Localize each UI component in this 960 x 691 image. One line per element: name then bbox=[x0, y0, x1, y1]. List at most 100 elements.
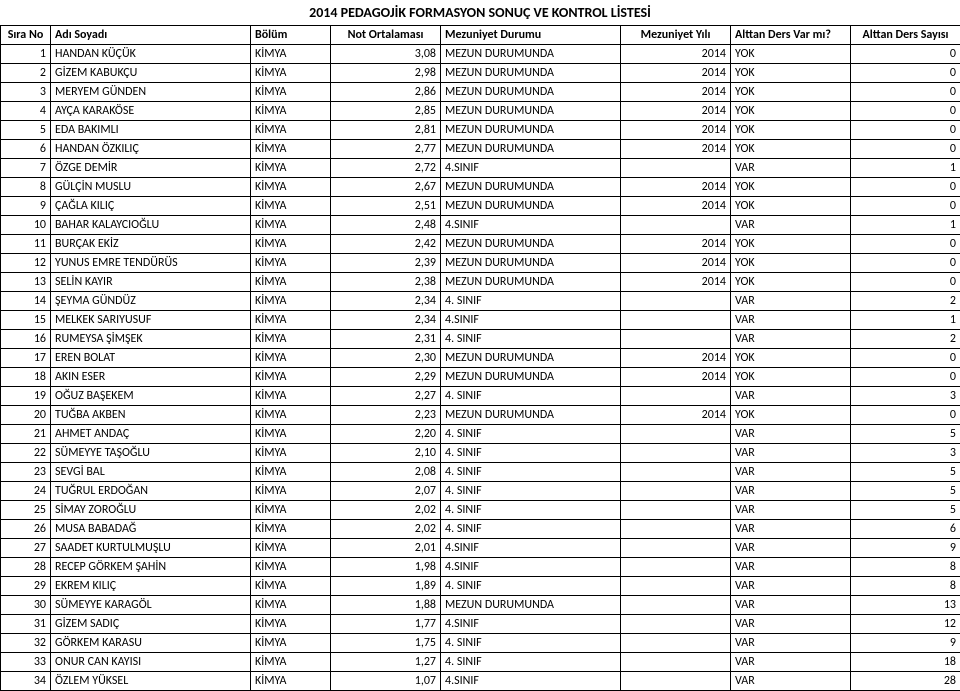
cell-bolum: KİMYA bbox=[251, 653, 331, 672]
table-row: 25SİMAY ZOROĞLUKİMYA2,024. SINIFVAR5 bbox=[1, 501, 960, 520]
cell-mez-durumu: MEZUN DURUMUNDA bbox=[441, 45, 621, 64]
col-alttan-sayi: Alttan Ders Sayısı bbox=[851, 26, 960, 45]
cell-bolum: KİMYA bbox=[251, 197, 331, 216]
cell-mez-durumu: MEZUN DURUMUNDA bbox=[441, 64, 621, 83]
cell-mez-durumu: 4. SINIF bbox=[441, 387, 621, 406]
cell-mez-durumu: MEZUN DURUMUNDA bbox=[441, 273, 621, 292]
cell-alttan-var: YOK bbox=[731, 45, 851, 64]
cell-alttan-sayi: 5 bbox=[851, 482, 960, 501]
cell-sira-no: 18 bbox=[1, 368, 51, 387]
cell-mez-yili: 2014 bbox=[621, 235, 731, 254]
cell-adi-soyadi: RUMEYSA ŞİMŞEK bbox=[51, 330, 251, 349]
cell-alttan-sayi: 13 bbox=[851, 596, 960, 615]
cell-mez-durumu: 4.SINIF bbox=[441, 558, 621, 577]
cell-alttan-var: VAR bbox=[731, 159, 851, 178]
cell-alttan-sayi: 9 bbox=[851, 634, 960, 653]
cell-alttan-sayi: 0 bbox=[851, 178, 960, 197]
cell-adi-soyadi: ŞEYMA GÜNDÜZ bbox=[51, 292, 251, 311]
cell-alttan-var: VAR bbox=[731, 463, 851, 482]
cell-adi-soyadi: GİZEM KABUKÇU bbox=[51, 64, 251, 83]
cell-bolum: KİMYA bbox=[251, 330, 331, 349]
cell-sira-no: 5 bbox=[1, 121, 51, 140]
cell-not-ort: 2,29 bbox=[331, 368, 441, 387]
cell-mez-yili bbox=[621, 672, 731, 691]
cell-alttan-sayi: 2 bbox=[851, 292, 960, 311]
cell-sira-no: 7 bbox=[1, 159, 51, 178]
cell-sira-no: 16 bbox=[1, 330, 51, 349]
cell-alttan-var: YOK bbox=[731, 64, 851, 83]
cell-alttan-sayi: 2 bbox=[851, 330, 960, 349]
page-title: 2014 PEDAGOJİK FORMASYON SONUÇ VE KONTRO… bbox=[0, 0, 960, 25]
cell-alttan-sayi: 0 bbox=[851, 45, 960, 64]
cell-bolum: KİMYA bbox=[251, 520, 331, 539]
cell-bolum: KİMYA bbox=[251, 501, 331, 520]
cell-alttan-var: YOK bbox=[731, 102, 851, 121]
cell-mez-yili: 2014 bbox=[621, 178, 731, 197]
table-row: 22SÜMEYYE TAŞOĞLUKİMYA2,104. SINIFVAR3 bbox=[1, 444, 960, 463]
cell-sira-no: 12 bbox=[1, 254, 51, 273]
cell-not-ort: 2,48 bbox=[331, 216, 441, 235]
cell-sira-no: 3 bbox=[1, 83, 51, 102]
cell-alttan-var: VAR bbox=[731, 520, 851, 539]
col-not-ort: Not Ortalaması bbox=[331, 26, 441, 45]
col-alttan-var: Alttan Ders Var mı? bbox=[731, 26, 851, 45]
cell-mez-yili: 2014 bbox=[621, 121, 731, 140]
cell-adi-soyadi: RECEP GÖRKEM ŞAHİN bbox=[51, 558, 251, 577]
cell-sira-no: 34 bbox=[1, 672, 51, 691]
cell-mez-durumu: MEZUN DURUMUNDA bbox=[441, 349, 621, 368]
cell-alttan-sayi: 5 bbox=[851, 463, 960, 482]
cell-sira-no: 20 bbox=[1, 406, 51, 425]
cell-mez-yili bbox=[621, 615, 731, 634]
cell-mez-yili bbox=[621, 539, 731, 558]
cell-mez-durumu: MEZUN DURUMUNDA bbox=[441, 368, 621, 387]
cell-alttan-var: VAR bbox=[731, 596, 851, 615]
cell-not-ort: 1,98 bbox=[331, 558, 441, 577]
cell-alttan-var: VAR bbox=[731, 672, 851, 691]
cell-sira-no: 27 bbox=[1, 539, 51, 558]
cell-adi-soyadi: ÖZGE DEMİR bbox=[51, 159, 251, 178]
table-row: 12YUNUS EMRE TENDÜRÜSKİMYA2,39MEZUN DURU… bbox=[1, 254, 960, 273]
cell-adi-soyadi: AKIN ESER bbox=[51, 368, 251, 387]
cell-alttan-var: YOK bbox=[731, 406, 851, 425]
cell-bolum: KİMYA bbox=[251, 273, 331, 292]
cell-mez-durumu: 4. SINIF bbox=[441, 501, 621, 520]
cell-not-ort: 2,34 bbox=[331, 292, 441, 311]
cell-mez-yili bbox=[621, 216, 731, 235]
cell-bolum: KİMYA bbox=[251, 596, 331, 615]
cell-alttan-var: VAR bbox=[731, 539, 851, 558]
table-row: 32GÖRKEM KARASUKİMYA1,754. SINIFVAR9 bbox=[1, 634, 960, 653]
cell-mez-durumu: MEZUN DURUMUNDA bbox=[441, 254, 621, 273]
cell-adi-soyadi: EREN BOLAT bbox=[51, 349, 251, 368]
cell-mez-yili bbox=[621, 292, 731, 311]
col-sira-no: Sıra No bbox=[1, 26, 51, 45]
cell-sira-no: 22 bbox=[1, 444, 51, 463]
cell-sira-no: 14 bbox=[1, 292, 51, 311]
cell-alttan-var: VAR bbox=[731, 558, 851, 577]
cell-bolum: KİMYA bbox=[251, 102, 331, 121]
cell-sira-no: 28 bbox=[1, 558, 51, 577]
cell-not-ort: 2,85 bbox=[331, 102, 441, 121]
cell-mez-durumu: MEZUN DURUMUNDA bbox=[441, 140, 621, 159]
cell-alttan-sayi: 12 bbox=[851, 615, 960, 634]
cell-not-ort: 2,34 bbox=[331, 311, 441, 330]
cell-not-ort: 2,02 bbox=[331, 520, 441, 539]
cell-adi-soyadi: EDA BAKIMLI bbox=[51, 121, 251, 140]
cell-alttan-sayi: 0 bbox=[851, 121, 960, 140]
table-row: 26MUSA BABADAĞKİMYA2,024. SINIFVAR6 bbox=[1, 520, 960, 539]
cell-mez-durumu: 4. SINIF bbox=[441, 634, 621, 653]
cell-mez-yili bbox=[621, 482, 731, 501]
cell-alttan-var: VAR bbox=[731, 444, 851, 463]
cell-alttan-sayi: 0 bbox=[851, 406, 960, 425]
cell-adi-soyadi: MUSA BABADAĞ bbox=[51, 520, 251, 539]
table-row: 3MERYEM GÜNDENKİMYA2,86MEZUN DURUMUNDA20… bbox=[1, 83, 960, 102]
cell-sira-no: 9 bbox=[1, 197, 51, 216]
cell-bolum: KİMYA bbox=[251, 235, 331, 254]
cell-mez-yili: 2014 bbox=[621, 83, 731, 102]
cell-sira-no: 29 bbox=[1, 577, 51, 596]
cell-mez-durumu: 4. SINIF bbox=[441, 482, 621, 501]
cell-mez-yili bbox=[621, 330, 731, 349]
cell-alttan-var: YOK bbox=[731, 83, 851, 102]
cell-alttan-var: VAR bbox=[731, 387, 851, 406]
table-row: 7ÖZGE DEMİRKİMYA2,724.SINIFVAR1 bbox=[1, 159, 960, 178]
cell-mez-yili bbox=[621, 159, 731, 178]
